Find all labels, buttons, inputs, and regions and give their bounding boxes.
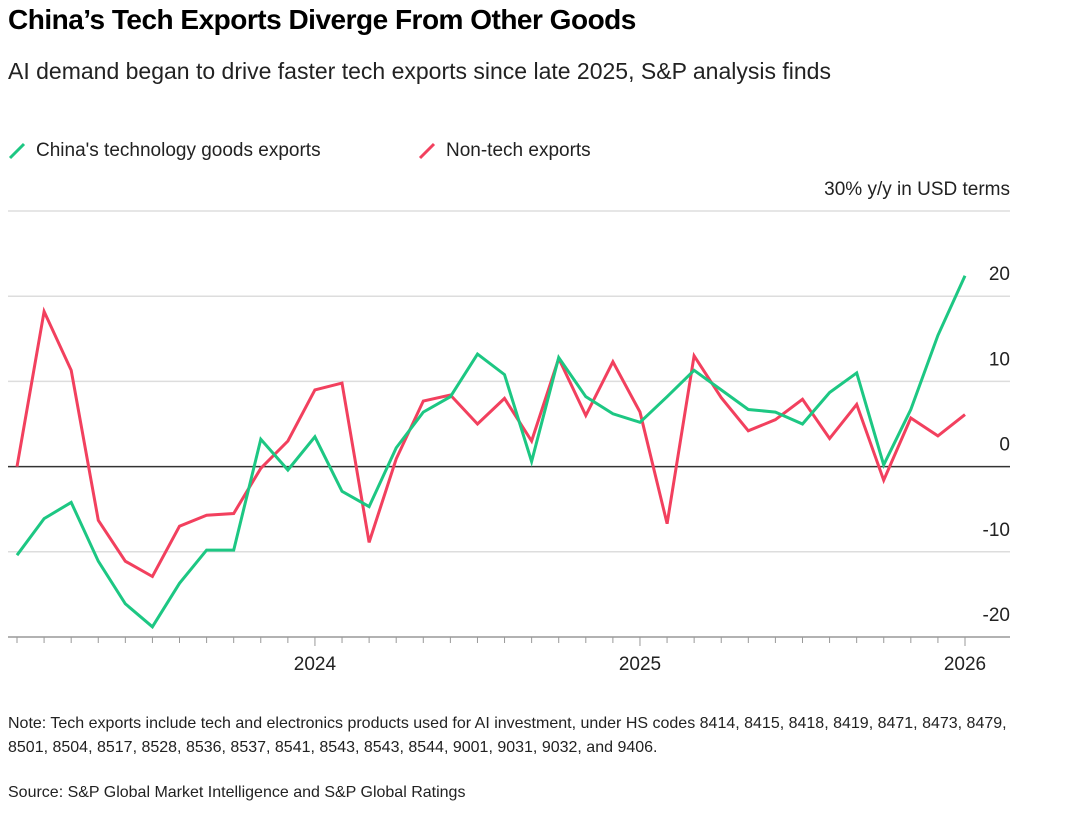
y-tick-label: 20 xyxy=(989,264,1010,285)
chart-note: Note: Tech exports include tech and elec… xyxy=(8,715,1007,756)
chart-title: China’s Tech Exports Diverge From Other … xyxy=(8,4,636,35)
y-tick-label: 30% y/y in USD terms xyxy=(824,179,1010,200)
chart-source: Source: S&P Global Market Intelligence a… xyxy=(8,784,466,801)
legend-swatch xyxy=(8,142,26,160)
legend-label: China's technology goods exports xyxy=(36,140,321,161)
x-tick-label: 2025 xyxy=(619,654,661,675)
line-series xyxy=(15,275,967,630)
legend-label: Non-tech exports xyxy=(446,140,591,161)
line-series xyxy=(15,306,966,579)
x-tick-label: 2024 xyxy=(294,654,337,675)
legend-swatch xyxy=(418,142,436,160)
chart-subtitle: AI demand began to drive faster tech exp… xyxy=(8,58,831,84)
y-tick-label: -20 xyxy=(983,605,1010,626)
y-tick-label: -10 xyxy=(983,520,1010,541)
y-tick-label: 0 xyxy=(999,435,1010,456)
chart: China's technology goods exports Non-tech… xyxy=(8,140,1010,675)
x-tick-label: 2026 xyxy=(944,654,986,675)
y-tick-label: 10 xyxy=(989,349,1010,370)
